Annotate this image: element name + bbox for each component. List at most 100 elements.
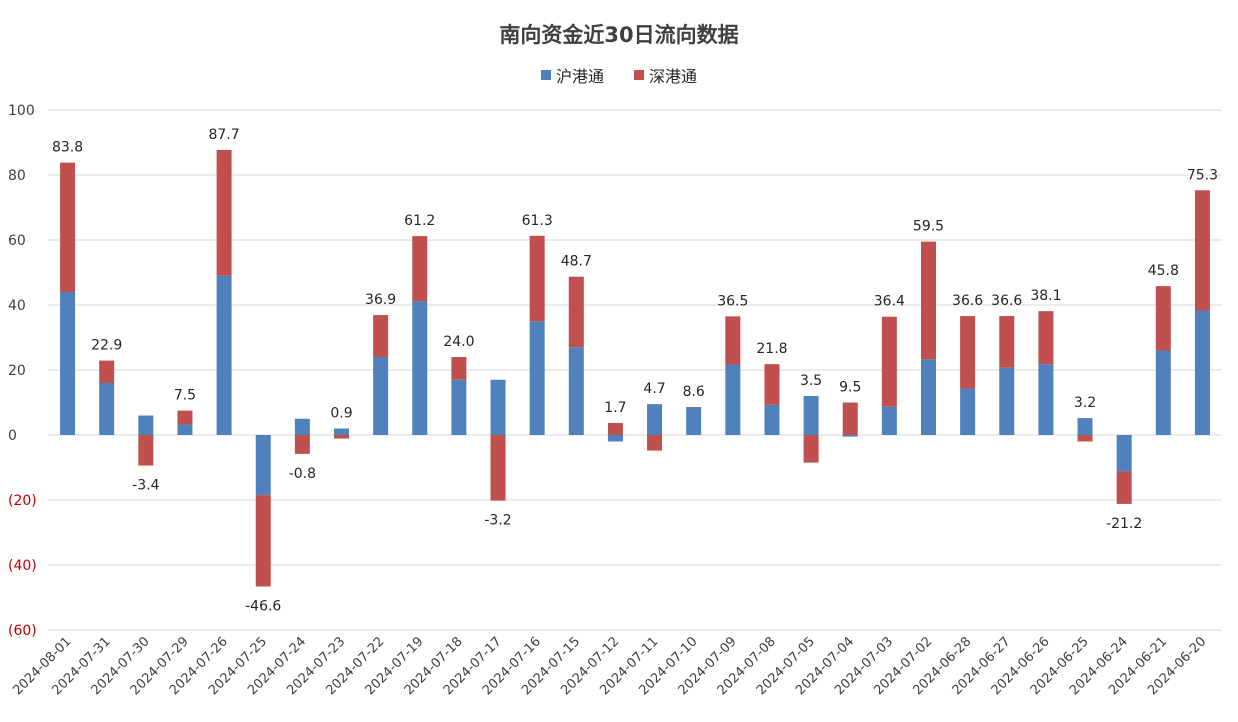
data-label: 61.2 — [404, 213, 435, 229]
bar-segment-shengangtong — [647, 435, 663, 451]
bar-segment-hugangtong — [960, 388, 976, 435]
y-tick-label: (20) — [8, 493, 37, 509]
bar-segment-shengangtong — [1155, 286, 1171, 351]
bar-segment-hugangtong — [216, 275, 232, 435]
data-label: 3.2 — [1074, 395, 1096, 411]
data-label: -0.8 — [289, 466, 316, 482]
data-label: -3.4 — [132, 478, 159, 494]
legend: 沪港通 深港通 — [541, 67, 697, 86]
bar-segment-shengangtong — [1077, 435, 1093, 442]
bar-segment-hugangtong — [803, 396, 819, 435]
data-label: 75.3 — [1187, 167, 1218, 183]
bar-segment-hugangtong — [1194, 310, 1210, 435]
bar-segment-shengangtong — [568, 276, 584, 348]
bar-segment-shengangtong — [725, 316, 741, 365]
bar-segment-hugangtong — [373, 357, 389, 435]
data-label: 24.0 — [443, 334, 474, 350]
bar-segment-hugangtong — [647, 404, 663, 435]
data-label: 22.9 — [91, 338, 122, 354]
bar-segment-hugangtong — [255, 435, 271, 496]
bar-segment-hugangtong — [490, 379, 506, 435]
y-tick-label: 0 — [8, 428, 17, 444]
bar-segment-shengangtong — [294, 435, 310, 454]
y-tick-label: 20 — [8, 363, 26, 379]
bar-segment-shengangtong — [960, 316, 976, 389]
y-axis: 100 80 60 40 20 0 (20) (40) (60) — [8, 103, 37, 639]
bar-segment-shengangtong — [99, 360, 115, 383]
data-label: 61.3 — [522, 213, 553, 229]
bar-segment-shengangtong — [334, 435, 349, 439]
bar-segment-hugangtong — [60, 292, 76, 435]
data-label: -3.2 — [484, 513, 511, 529]
bar-segment-shengangtong — [1116, 471, 1132, 504]
bar-segment-shengangtong — [842, 402, 858, 435]
legend-swatch — [541, 70, 551, 80]
legend-entry: 深港通 — [649, 67, 697, 86]
data-label: -21.2 — [1106, 516, 1142, 532]
data-label: 9.5 — [839, 380, 861, 396]
bar-segment-hugangtong — [881, 406, 897, 435]
data-label: 8.6 — [683, 384, 705, 400]
data-label: 36.5 — [717, 293, 748, 309]
y-tick-label: 40 — [8, 298, 26, 314]
bar-segment-shengangtong — [529, 235, 545, 322]
bar-segment-shengangtong — [881, 316, 897, 407]
bar-segment-shengangtong — [177, 410, 193, 425]
bars — [60, 149, 1210, 587]
data-label: 48.7 — [561, 254, 592, 270]
data-labels: 83.8 22.9 -3.4 7.5 87.7 -46.6 -0.8 0.9 36.9 61.2 2… — [52, 127, 1218, 614]
bar-segment-hugangtong — [607, 435, 623, 442]
data-label: 36.9 — [365, 292, 396, 308]
bar-segment-hugangtong — [842, 435, 858, 437]
bar-segment-hugangtong — [99, 383, 115, 435]
bar-segment-hugangtong — [138, 415, 154, 435]
data-label: 0.9 — [330, 406, 352, 422]
bar-segment-shengangtong — [764, 364, 780, 405]
bar-segment-hugangtong — [921, 359, 936, 435]
data-label: -46.6 — [245, 598, 281, 614]
data-label: 59.5 — [913, 219, 944, 235]
bar-segment-hugangtong — [529, 321, 545, 435]
data-label: 3.5 — [800, 373, 822, 389]
data-label: 83.8 — [52, 140, 83, 156]
bar-segment-hugangtong — [177, 424, 193, 435]
y-tick-label: (40) — [8, 558, 37, 574]
data-label: 36.6 — [991, 293, 1022, 309]
legend-entry: 沪港通 — [556, 67, 604, 86]
chart-title: 南向资金近30日流向数据 — [499, 23, 738, 47]
data-label: 7.5 — [174, 388, 196, 404]
bar-segment-shengangtong — [412, 236, 428, 302]
bar-segment-hugangtong — [412, 301, 428, 435]
data-label: 1.7 — [604, 400, 626, 416]
data-label: 87.7 — [209, 127, 240, 143]
bar-segment-hugangtong — [294, 418, 310, 435]
data-label: 38.1 — [1030, 288, 1061, 304]
bar-segment-hugangtong — [334, 428, 349, 435]
bar-segment-hugangtong — [686, 407, 702, 435]
y-tick-label: (60) — [8, 623, 37, 639]
data-label: 45.8 — [1148, 263, 1179, 279]
data-label: 36.6 — [952, 293, 983, 309]
data-label: 4.7 — [643, 381, 665, 397]
bar-segment-shengangtong — [373, 315, 389, 357]
legend-swatch — [634, 70, 644, 80]
data-label: 36.4 — [874, 294, 905, 310]
y-tick-label: 80 — [8, 168, 26, 184]
bar-segment-shengangtong — [686, 407, 702, 408]
gridlines — [48, 109, 1222, 631]
y-tick-label: 100 — [8, 103, 35, 119]
bar-segment-hugangtong — [1155, 350, 1171, 435]
bar-segment-hugangtong — [725, 364, 741, 435]
bar-segment-shengangtong — [803, 435, 819, 463]
bar-segment-hugangtong — [1038, 364, 1054, 435]
bar-segment-hugangtong — [999, 367, 1015, 435]
bar-segment-shengangtong — [490, 435, 506, 501]
bar-segment-hugangtong — [451, 379, 467, 435]
bar-segment-shengangtong — [138, 435, 154, 466]
bar-segment-shengangtong — [607, 422, 623, 435]
bar-segment-shengangtong — [255, 495, 271, 587]
bar-segment-shengangtong — [1038, 311, 1054, 365]
y-tick-label: 60 — [8, 233, 26, 249]
